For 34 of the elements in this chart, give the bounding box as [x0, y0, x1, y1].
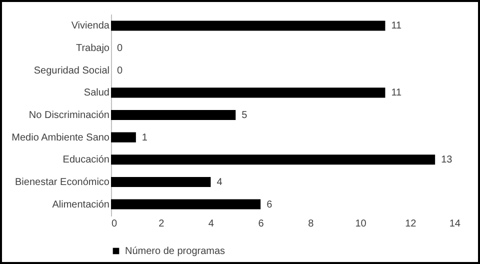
y-tick-label: Alimentación — [52, 199, 110, 210]
y-tick-label: Educación — [62, 154, 110, 166]
bar — [111, 110, 236, 120]
x-tick-label: 8 — [308, 218, 314, 230]
y-tick-label: Seguridad Social — [34, 65, 110, 76]
bar — [111, 88, 386, 98]
x-tick-label: 2 — [158, 218, 165, 230]
x-tick-label: 4 — [208, 218, 214, 230]
data-label: 13 — [441, 154, 453, 166]
x-tick-label: 0 — [112, 218, 118, 230]
x-tick-label: 14 — [449, 218, 461, 230]
bar — [111, 176, 211, 187]
data-label: 0 — [117, 43, 123, 54]
legend-label: Número de programas — [125, 246, 226, 257]
y-tick-label: Bienestar Económico — [15, 176, 110, 188]
data-label: 11 — [391, 88, 402, 99]
x-tick-label: 10 — [355, 218, 367, 230]
bar — [111, 20, 386, 31]
y-tick-label: No Discriminación — [28, 110, 110, 121]
data-label: 0 — [117, 65, 123, 76]
data-label: 5 — [242, 110, 248, 121]
y-tick-label: Medio Ambiente Sano — [12, 132, 110, 144]
y-tick-label: Trabajo — [76, 43, 110, 54]
data-label: 4 — [216, 176, 223, 188]
y-tick-label: Salud — [84, 88, 110, 99]
data-label: 1 — [142, 132, 148, 144]
data-label: 6 — [266, 199, 273, 210]
bar — [111, 154, 436, 165]
x-tick-label: 6 — [258, 218, 264, 230]
data-label: 11 — [391, 20, 402, 32]
bar — [111, 132, 136, 142]
x-tick-label: 12 — [405, 218, 417, 230]
y-tick-label: Vivienda — [71, 20, 110, 32]
bar — [111, 199, 261, 210]
